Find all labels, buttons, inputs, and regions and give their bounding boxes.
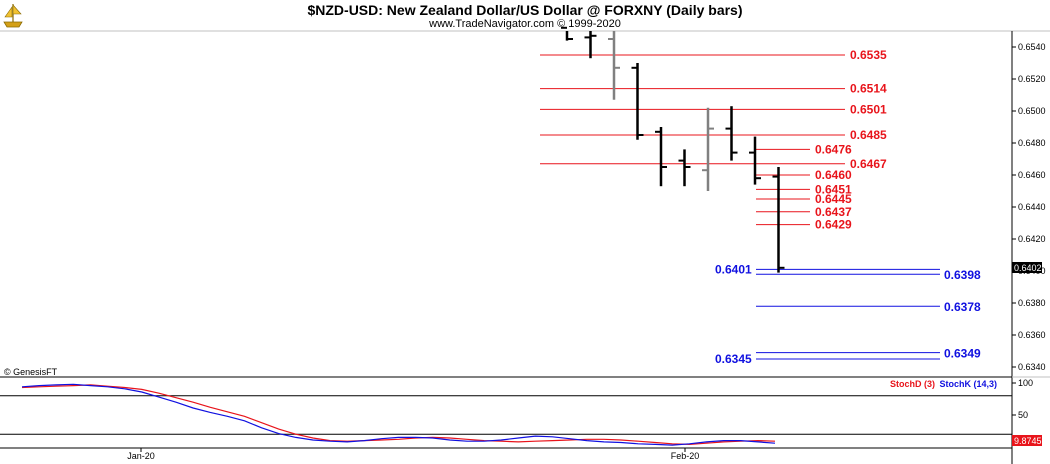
price-tick-label: 0.6460 [1018,170,1046,180]
price-bars [561,26,785,273]
red-level-label: 0.6535 [850,48,887,62]
stoch-last-label: 9.8745 [1014,436,1042,446]
blue-level-label: 0.6349 [944,347,981,361]
blue-level-label: 0.6378 [944,300,981,314]
date-axis: Jan-20 Feb-20 [127,448,699,461]
blue-level-label: 0.6345 [715,352,752,366]
price-tick-label: 0.6540 [1018,42,1046,52]
red-level-label: 0.6429 [815,218,852,232]
chart-subtitle: www.TradeNavigator.com © 1999-2020 [428,18,621,30]
red-level-label: 0.6437 [815,205,852,219]
blue-level-label: 0.6401 [715,262,752,276]
red-level-label: 0.6501 [850,102,887,116]
blue-level-label: 0.6398 [944,268,981,282]
copyright-text: © GenesisFT [4,367,58,377]
price-tick-label: 0.6520 [1018,74,1046,84]
price-tick-label: 0.6480 [1018,138,1046,148]
red-level-label: 0.6514 [850,82,887,96]
stoch-k-line [21,383,776,446]
stochastic-pane: 100 50 [0,378,1033,446]
red-level-label: 0.6467 [850,157,887,171]
price-tick-label: 0.6340 [1018,362,1046,372]
last-price-label: 0.6402 [1014,263,1042,273]
stoch-d-legend: StochD (3) [890,379,935,389]
red-level-label: 0.6460 [815,168,852,182]
price-tick-label: 0.6360 [1018,330,1046,340]
last-price-box [1012,262,1042,273]
pirate-ship-icon [3,4,23,28]
price-tick-label: 0.6440 [1018,202,1046,212]
price-tick-label: 0.6420 [1018,234,1046,244]
date-tick-label: Jan-20 [127,451,155,461]
red-level-label: 0.6476 [815,142,852,156]
red-level-label: 0.6485 [850,128,887,142]
red-level-label: 0.6445 [815,192,852,206]
price-tick-label: 0.6380 [1018,298,1046,308]
stoch-tick-label: 100 [1018,378,1033,388]
stoch-last-box [1012,435,1042,446]
stoch-k-legend: StochK (14,3) [939,379,997,389]
date-tick-label: Feb-20 [671,451,700,461]
stoch-d-line [21,384,776,446]
red-level-label: 0.6451 [815,182,852,196]
price-tick-label: 0.6500 [1018,106,1046,116]
chart-title: $NZD-USD: New Zealand Dollar/US Dollar @… [307,2,742,18]
stoch-tick-label: 50 [1018,410,1028,420]
support-resistance-levels: 0.65350.65140.65010.64850.64760.64670.64… [540,48,981,366]
